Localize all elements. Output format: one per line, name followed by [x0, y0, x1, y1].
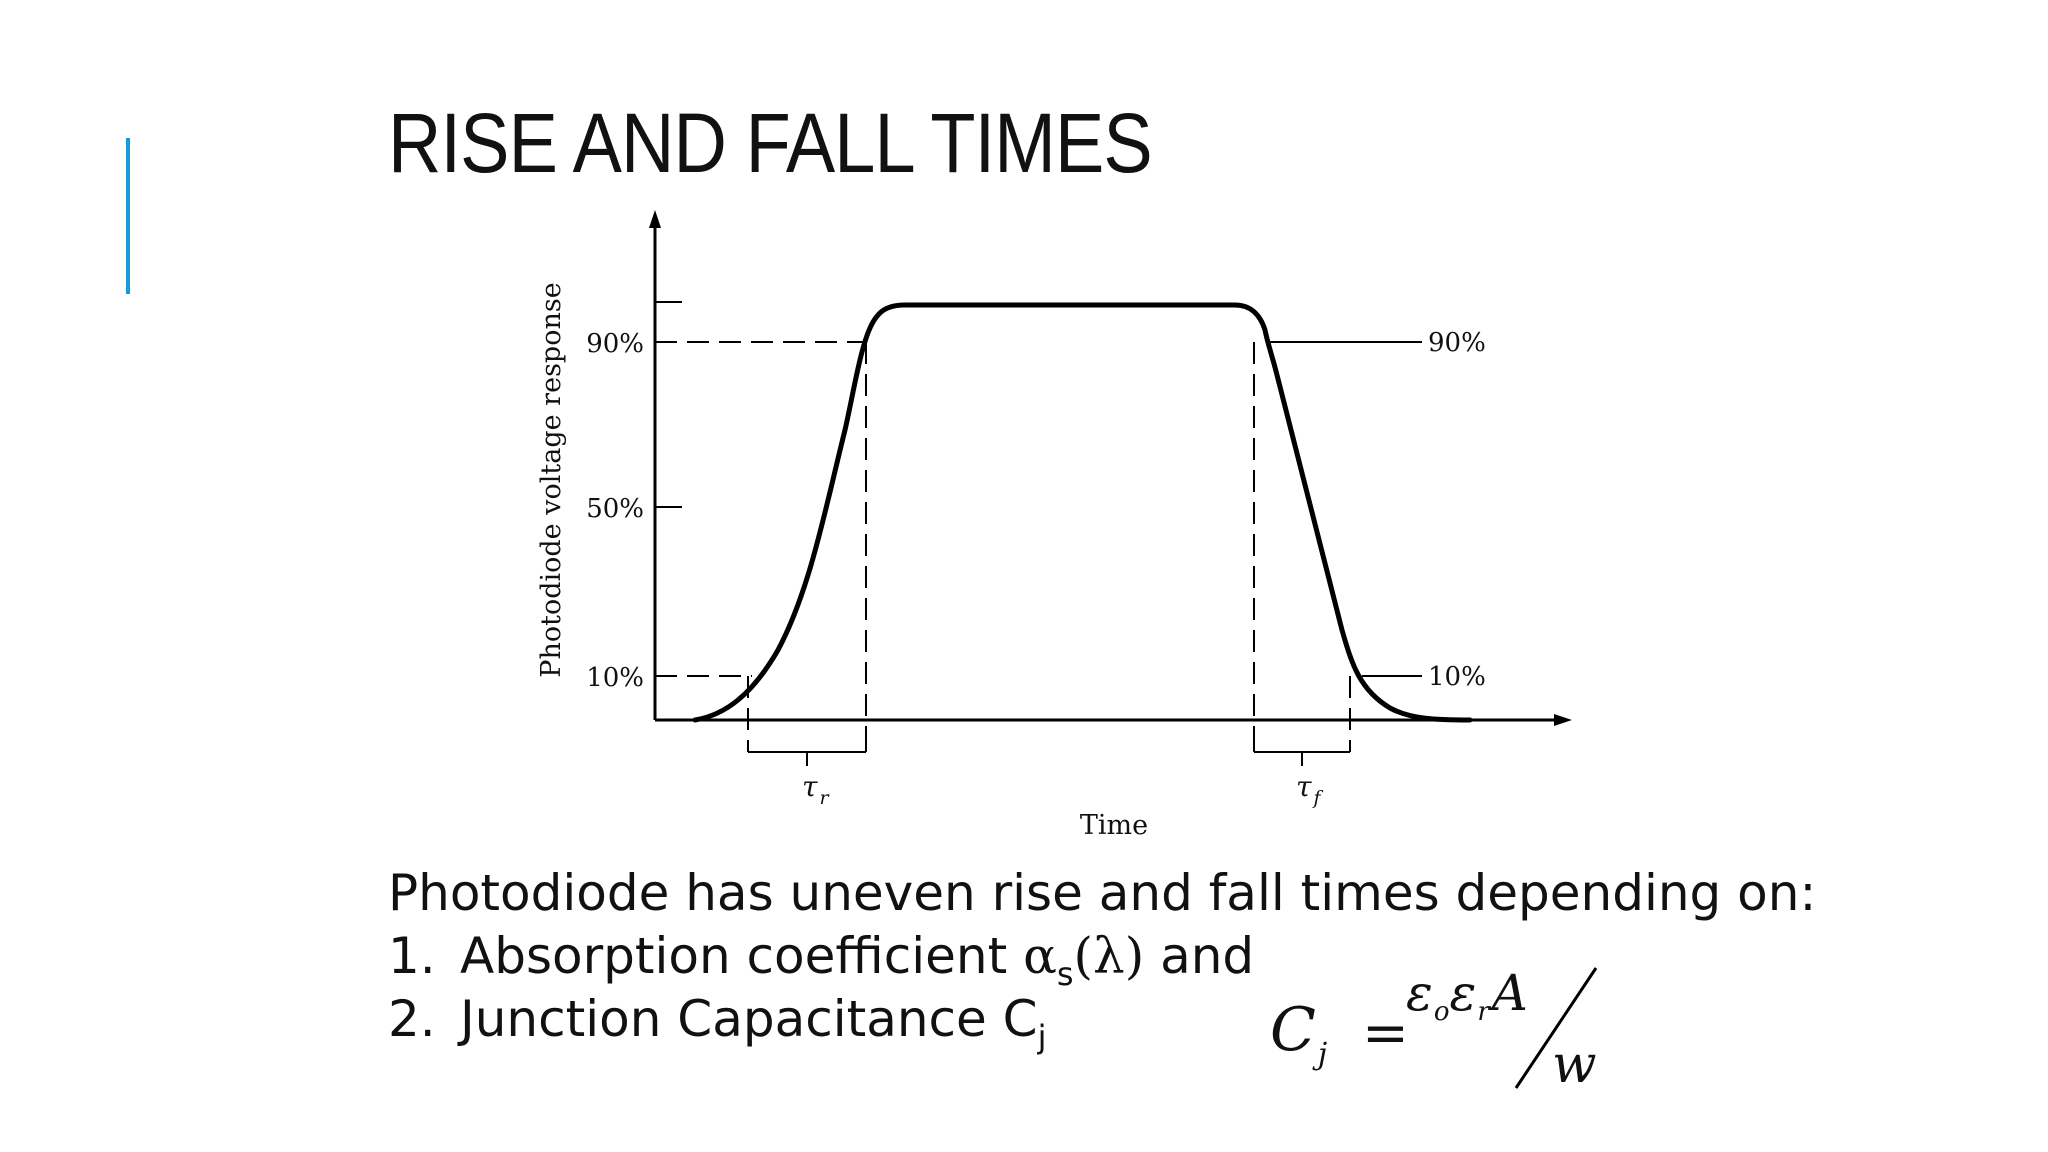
response-curve-diagram: 90% 50% 10% Photodiode voltage response …: [536, 210, 1572, 841]
intro-line: Photodiode has uneven rise and fall time…: [388, 864, 1817, 922]
formula-equals: =: [1362, 1001, 1409, 1066]
formula-numerator: εoεrA: [1406, 964, 1528, 1027]
right-label-90: 90%: [1428, 328, 1486, 358]
list-number: 2.: [388, 990, 436, 1048]
formula-lhs: Cj: [1270, 995, 1327, 1072]
body-text: Photodiode has uneven rise and fall time…: [388, 862, 1817, 1056]
y-axis-arrow-icon: [649, 210, 661, 228]
alpha-symbol: α: [1023, 927, 1057, 985]
list-item-capacitance: 2. Junction Capacitance Cj: [388, 990, 1047, 1056]
tick-label-50: 50%: [586, 494, 644, 524]
lambda-term: (λ): [1073, 927, 1145, 985]
slide-title: RISE AND FALL TIMES: [388, 96, 1153, 190]
accent-bar: [126, 138, 130, 294]
response-curve: [692, 302, 1473, 723]
formula-slash: [1514, 967, 1598, 1089]
x-axis-label: Time: [1080, 810, 1148, 841]
tick-label-10: 10%: [586, 663, 644, 693]
rise-time-bracket: [747, 740, 867, 766]
list-number: 1.: [388, 927, 436, 985]
rise-fall-figure: 90% 50% 10% Photodiode voltage response …: [520, 210, 1580, 854]
capacitance-formula: Cj = εoεrA w: [1270, 960, 1630, 1104]
x-axis-arrow-icon: [1554, 714, 1572, 726]
y-axis-label: Photodiode voltage response: [536, 282, 567, 677]
formula-denominator: w: [1552, 1035, 1597, 1095]
list-item-absorption: 1. Absorption coefficient αs(λ) and: [388, 927, 1255, 993]
formula-svg: Cj = εoεrA w: [1270, 964, 1598, 1095]
fall-time-bracket: [1253, 740, 1351, 766]
right-label-10: 10%: [1428, 662, 1486, 692]
tick-label-90: 90%: [586, 329, 644, 359]
